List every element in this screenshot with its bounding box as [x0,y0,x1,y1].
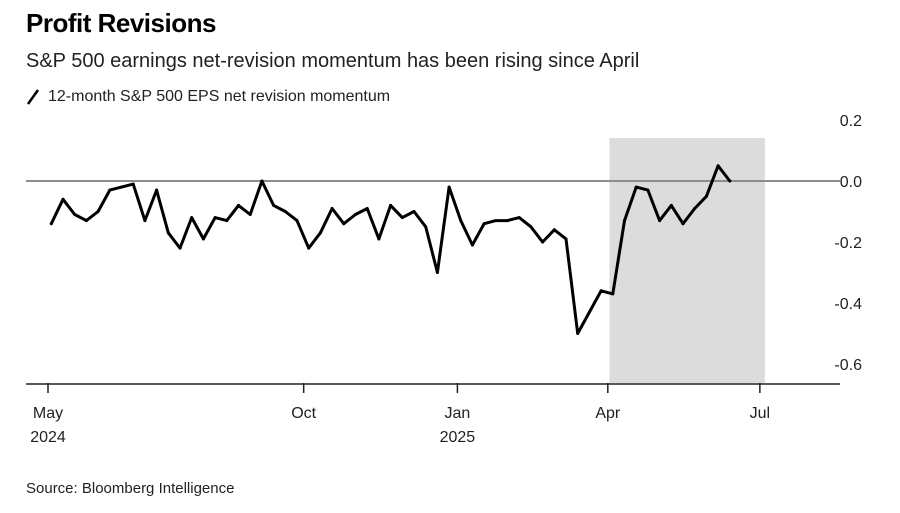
chart-subtitle: S&P 500 earnings net-revision momentum h… [26,50,640,72]
data-point [225,219,229,223]
shaded-region-layer [609,138,765,383]
data-point [61,197,65,201]
data-point [552,228,556,232]
x-tick-label: Jul [750,405,770,422]
data-point [131,182,135,186]
data-point [541,240,545,244]
data-point [435,271,439,274]
x-tick-year-label: 2025 [440,429,476,446]
data-point [587,310,591,314]
x-axis: May 2024 Oct Jan 2025 Apr Jul [26,383,840,446]
data-point [295,219,299,223]
data-point [213,216,217,220]
data-point [412,210,416,213]
data-point [506,219,510,223]
data-point [611,292,615,296]
data-point [669,203,673,207]
data-point [646,188,650,192]
data-point [190,216,194,220]
data-point [353,213,357,217]
data-point [248,213,252,217]
data-point [400,216,404,220]
legend: 12-month S&P 500 EPS net revision moment… [26,88,390,106]
data-point [424,225,428,229]
data-point [447,185,451,189]
data-point [517,216,521,220]
y-axis: 0.2 0.0 -0.2 -0.4 -0.6 [834,113,862,374]
data-point [470,243,474,247]
data-point [307,246,311,250]
data-point [728,179,732,183]
x-tick-label: Oct [291,405,316,422]
data-point [704,194,708,198]
line-chart: 0.2 0.0 -0.2 -0.4 -0.6 May 2024 Oct Jan 2025 Apr J… [26,113,862,446]
data-point [49,222,53,226]
x-tick-label: Jan [445,405,471,422]
data-point [459,219,463,223]
data-point [272,203,276,207]
chart-title: Profit Revisions [26,8,216,38]
y-tick-label: -0.2 [834,235,862,252]
x-tick-label: May [33,405,63,422]
data-point [120,185,124,189]
data-point [84,219,88,223]
data-point [576,332,580,335]
data-point [623,219,627,223]
x-tick-label: Apr [595,405,621,422]
data-point [599,289,603,293]
data-point [365,206,369,210]
data-point [342,222,346,226]
data-point [529,225,533,229]
data-point [377,237,381,241]
data-point [494,219,498,223]
shaded-region [609,138,765,383]
series-layer [49,164,732,335]
data-point [108,188,112,192]
data-point [634,185,638,189]
data-point [283,210,287,213]
y-tick-label: -0.4 [834,296,862,313]
y-tick-label: 0.2 [840,113,862,130]
data-point [96,210,100,213]
data-point [318,231,322,235]
data-point [178,246,182,250]
data-point [389,203,393,207]
data-point [155,188,159,192]
data-point [658,219,662,223]
data-point [330,206,334,210]
data-point [693,206,697,210]
data-point [166,231,170,235]
data-point [260,179,264,183]
data-point [482,222,486,226]
data-point [564,237,568,241]
legend-label: 12-month S&P 500 EPS net revision moment… [48,88,391,105]
x-tick-year-label: 2024 [30,429,66,446]
legend-line-swatch-icon [26,89,40,105]
data-point [237,203,240,207]
y-tick-label: 0.0 [840,174,862,191]
y-tick-label: -0.6 [834,357,862,374]
source-note: Source: Bloomberg Intelligence [26,480,235,497]
data-point [73,213,77,217]
data-point [716,164,720,168]
data-point [143,219,147,223]
data-point [201,237,205,241]
data-point [681,222,685,226]
